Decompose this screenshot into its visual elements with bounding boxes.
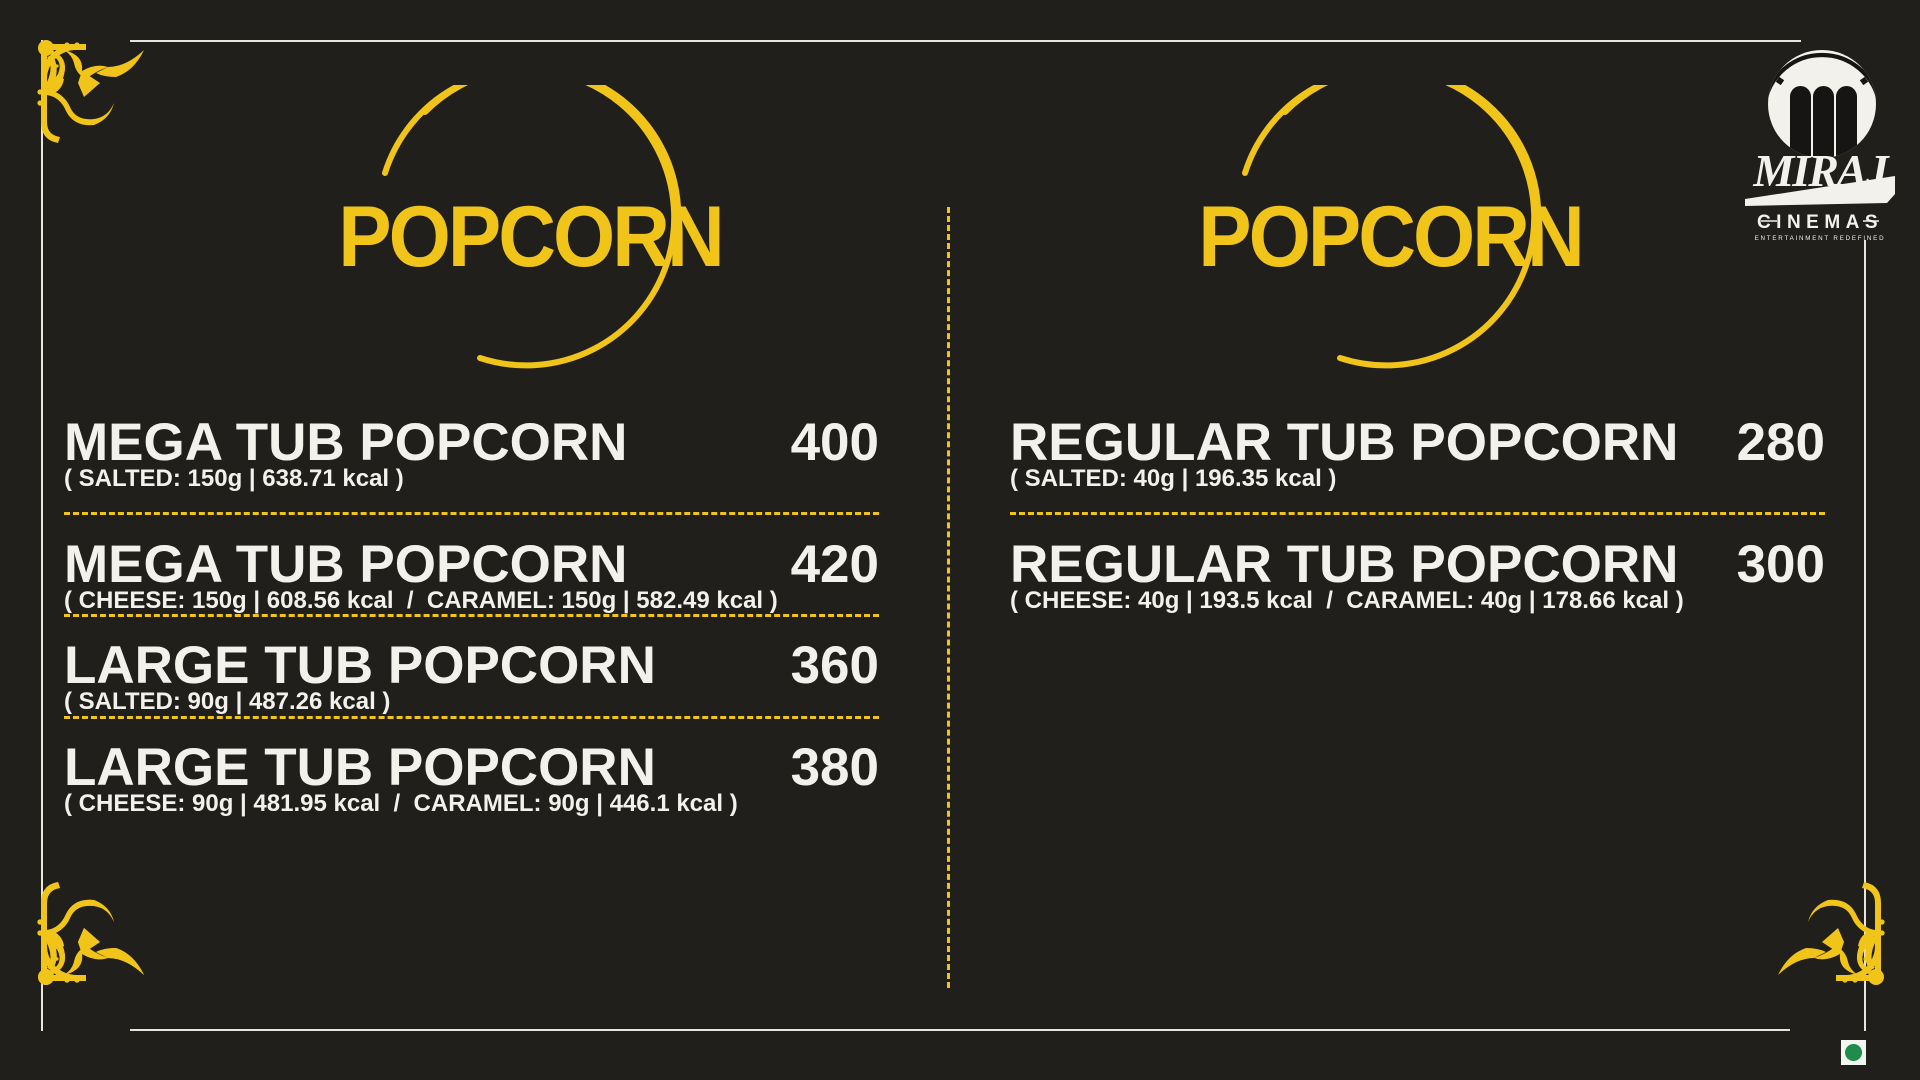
svg-text:CINEMAS: CINEMAS xyxy=(1757,212,1883,233)
svg-text:ENTERTAINMENT REDEFINED: ENTERTAINMENT REDEFINED xyxy=(1755,235,1886,240)
